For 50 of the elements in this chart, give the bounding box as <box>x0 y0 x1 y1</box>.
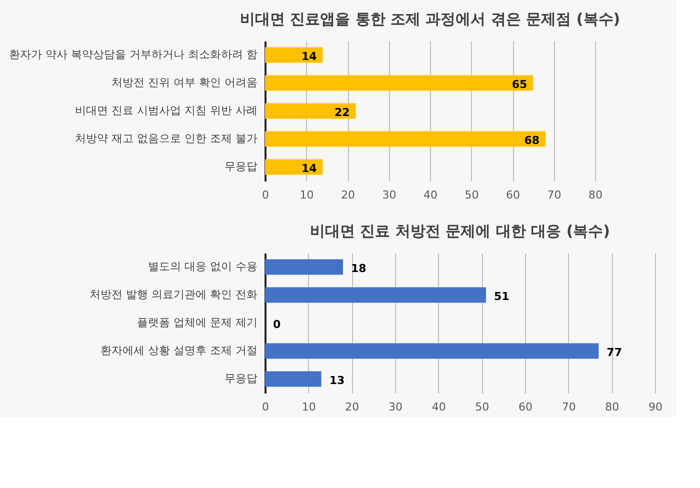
x-tick-label: 0 <box>262 400 269 414</box>
data-label: 0 <box>273 318 281 331</box>
y-tick-label: 별도의 대응 없이 수용 <box>148 260 258 273</box>
y-tick-label: 처방전 진위 여부 확인 어려움 <box>112 76 258 89</box>
chart-title: 비대면 진료 처방전 문제에 대한 대응 (복수) <box>310 222 610 240</box>
bar <box>265 343 599 359</box>
x-tick-label: 50 <box>464 188 479 202</box>
x-tick-label: 40 <box>424 188 438 202</box>
chart-title: 비대면 진료앱을 통한 조제 과정에서 겪은 문제점 (복수) <box>240 10 620 28</box>
x-tick-label: 60 <box>506 188 520 202</box>
x-tick-label: 20 <box>345 400 360 414</box>
y-tick-label: 무응답 <box>224 372 258 385</box>
data-label: 18 <box>351 262 366 275</box>
data-label: 68 <box>524 134 540 147</box>
x-tick-label: 50 <box>475 400 490 414</box>
x-tick-label: 30 <box>382 188 396 202</box>
x-tick-label: 70 <box>562 400 576 414</box>
data-label: 65 <box>512 78 528 91</box>
y-tick-label: 환자가 약사 복약상담을 거부하거나 최소화하려 함 <box>9 48 258 61</box>
bar <box>265 371 322 387</box>
y-tick-label: 플랫폼 업체에 문제 제기 <box>137 316 258 329</box>
x-tick-label: 20 <box>341 188 355 202</box>
y-tick-label: 처방전 발행 의료기관에 확인 전화 <box>90 288 258 301</box>
data-label: 13 <box>329 374 345 387</box>
x-tick-label: 0 <box>262 188 269 202</box>
x-tick-label: 90 <box>648 400 662 414</box>
y-tick-label: 처방약 재고 없음으로 인한 조제 불가 <box>75 132 258 145</box>
data-label: 14 <box>301 50 318 63</box>
x-tick-label: 10 <box>300 188 314 202</box>
y-tick-label: 비대면 진료 시범사업 지침 위반 사례 <box>75 104 258 117</box>
data-label: 22 <box>334 106 350 119</box>
bar <box>265 75 534 91</box>
y-tick-label: 무응답 <box>224 160 258 173</box>
x-tick-label: 30 <box>388 400 402 414</box>
x-tick-label: 80 <box>605 400 620 414</box>
y-tick-label: 환자에세 상황 설명후 조제 거절 <box>100 344 258 357</box>
bar <box>265 287 486 303</box>
data-label: 51 <box>494 290 510 303</box>
x-tick-label: 40 <box>432 400 446 414</box>
bar <box>265 131 546 147</box>
data-label: 77 <box>606 346 622 359</box>
bar <box>265 159 323 175</box>
x-tick-label: 70 <box>547 188 562 202</box>
bar <box>265 47 323 63</box>
data-label: 14 <box>301 162 318 175</box>
x-tick-label: 80 <box>588 188 602 202</box>
x-tick-label: 10 <box>302 400 316 414</box>
bar <box>265 259 343 275</box>
x-tick-label: 60 <box>518 400 532 414</box>
bar <box>265 103 356 119</box>
